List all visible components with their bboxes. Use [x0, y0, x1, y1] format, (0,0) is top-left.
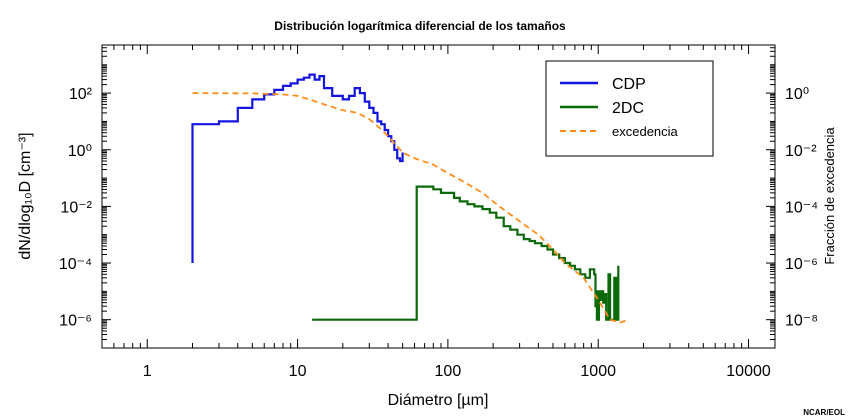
- y-tick-label: 10⁻⁶: [59, 313, 92, 330]
- legend-box: [545, 60, 714, 157]
- legend-label-excedencia: excedencia: [612, 124, 679, 139]
- plot-frame: [101, 44, 776, 349]
- y-tick-label: 10⁰: [68, 143, 92, 160]
- series-line-2dc: [312, 185, 620, 321]
- x-tick-label: 10000: [726, 363, 771, 380]
- series-line-excedencia: [192, 92, 630, 324]
- legend-label-2dc: 2DC: [612, 100, 644, 117]
- x-tick-label: 10: [289, 363, 307, 380]
- axis-ticks: [101, 44, 775, 349]
- y2-axis-label: Fracción de excedencia: [822, 127, 837, 265]
- credit-text: NCAR/EOL: [803, 408, 845, 417]
- x-axis-label: Diámetro [µm]: [388, 392, 489, 409]
- y2-tick-label: 10⁰: [785, 86, 809, 103]
- x-tick-label: 1000: [580, 363, 616, 380]
- y2-tick-label: 10⁻²: [785, 143, 817, 160]
- legend: CDP 2DC excedencia: [545, 60, 714, 157]
- y2-tick-label: 10⁻⁸: [785, 313, 818, 330]
- x-tick-label: 100: [435, 363, 462, 380]
- chart-title: Distribución logarítmica diferencial de …: [274, 19, 566, 33]
- legend-label-cdp: CDP: [612, 76, 646, 93]
- y-tick-label: 10⁻⁴: [59, 256, 92, 273]
- y-tick-label: 10⁻²: [60, 199, 92, 216]
- axis-tick-labels: 1 10 100 1000 10000 10⁻⁶ 10⁻⁴ 10⁻² 10⁰ 10² 10⁻⁸ 10⁻…: [59, 86, 818, 380]
- series-layer: [191, 73, 630, 324]
- series-line-cdp: [191, 73, 404, 263]
- y2-tick-label: 10⁻⁴: [785, 199, 818, 216]
- y-tick-label: 10²: [69, 86, 93, 103]
- y-axis-label: dN/dlog₁₀D [cm⁻³]: [17, 132, 34, 259]
- x-tick-label: 1: [143, 363, 152, 380]
- y2-tick-label: 10⁻⁶: [785, 256, 818, 273]
